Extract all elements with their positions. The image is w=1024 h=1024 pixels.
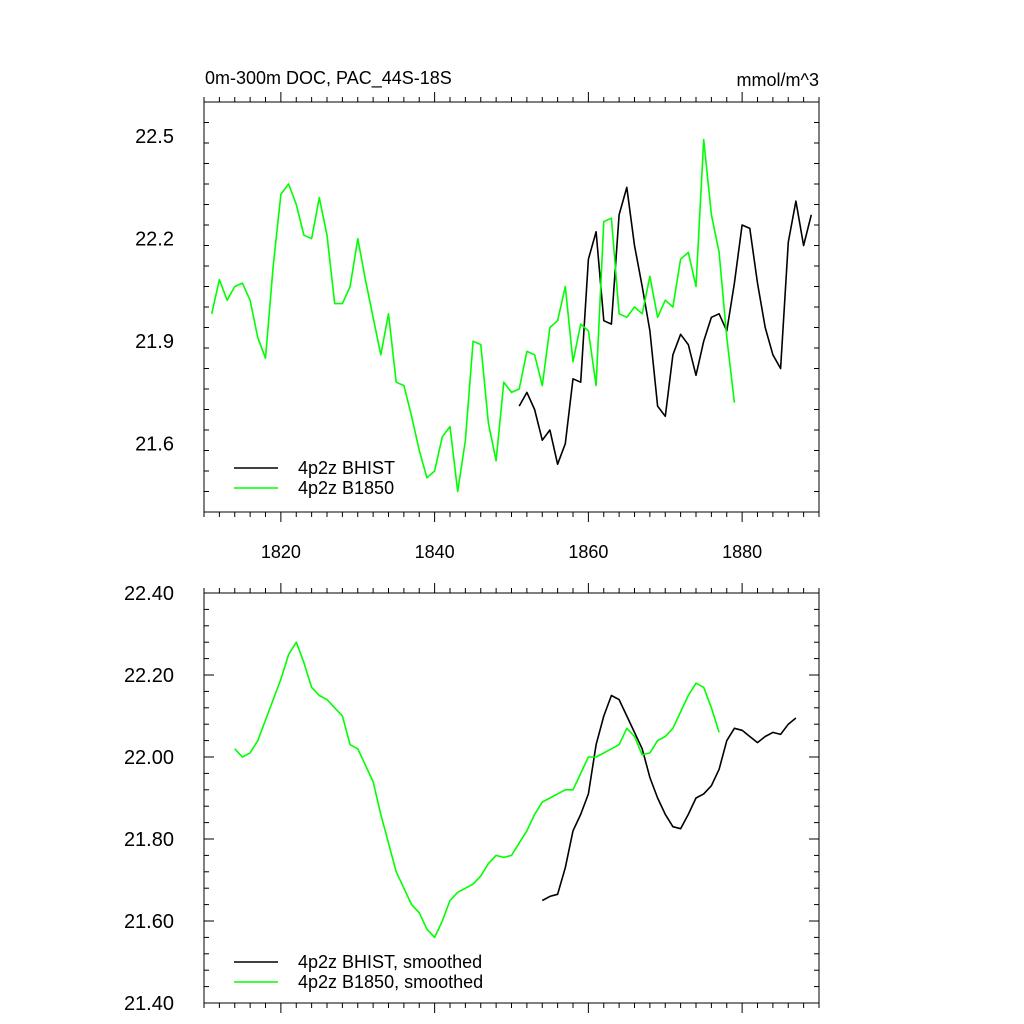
y-tick-label: 22.2 xyxy=(135,229,174,251)
top-ticks: 1820 1840 1860 1880 21.6 21.9 22.2 22.5 xyxy=(135,92,820,562)
y-tick-label: 22.5 xyxy=(135,126,174,148)
y-tick-label: 21.80 xyxy=(124,829,174,851)
top-panel: 1820 1840 1860 1880 21.6 21.9 22.2 22.5 0m-300m… xyxy=(135,68,820,562)
bottom-plot-frame xyxy=(203,592,820,1004)
legend-label: 4p2z BHIST, smoothed xyxy=(298,952,482,972)
y-tick-label: 21.6 xyxy=(135,434,174,456)
bottom-series-layer xyxy=(234,641,797,939)
units-label: mmol/m^3 xyxy=(737,70,819,90)
y-tick-label: 22.20 xyxy=(124,665,174,687)
top-plot-frame xyxy=(203,101,820,513)
chart-title: 0m-300m DOC, PAC_44S-18S xyxy=(205,68,452,89)
bottom-ticks: 21.40 21.60 21.80 22.00 22.20 22.40 xyxy=(124,583,820,1015)
x-tick-label: 1880 xyxy=(722,542,762,562)
y-tick-label: 21.40 xyxy=(124,993,174,1015)
y-tick-label: 21.9 xyxy=(135,331,174,353)
bottom-panel: 21.40 21.60 21.80 22.00 22.20 22.40 4p2z BHIS… xyxy=(124,583,820,1015)
legend-label: 4p2z B1850, smoothed xyxy=(298,972,483,992)
y-tick-label: 22.00 xyxy=(124,747,174,769)
series-line-b1850 xyxy=(234,641,720,939)
series-line-bhist xyxy=(518,186,813,466)
x-tick-label: 1860 xyxy=(568,542,608,562)
legend-label: 4p2z B1850 xyxy=(298,478,394,498)
series-line-b1850 xyxy=(210,138,736,493)
top-series-layer xyxy=(210,138,813,493)
x-tick-label: 1840 xyxy=(415,542,455,562)
x-tick-label: 1820 xyxy=(261,542,301,562)
y-tick-label: 22.40 xyxy=(124,583,174,605)
series-line-bhist xyxy=(541,694,797,902)
y-tick-label: 21.60 xyxy=(124,911,174,933)
legend-label: 4p2z BHIST xyxy=(298,458,395,478)
